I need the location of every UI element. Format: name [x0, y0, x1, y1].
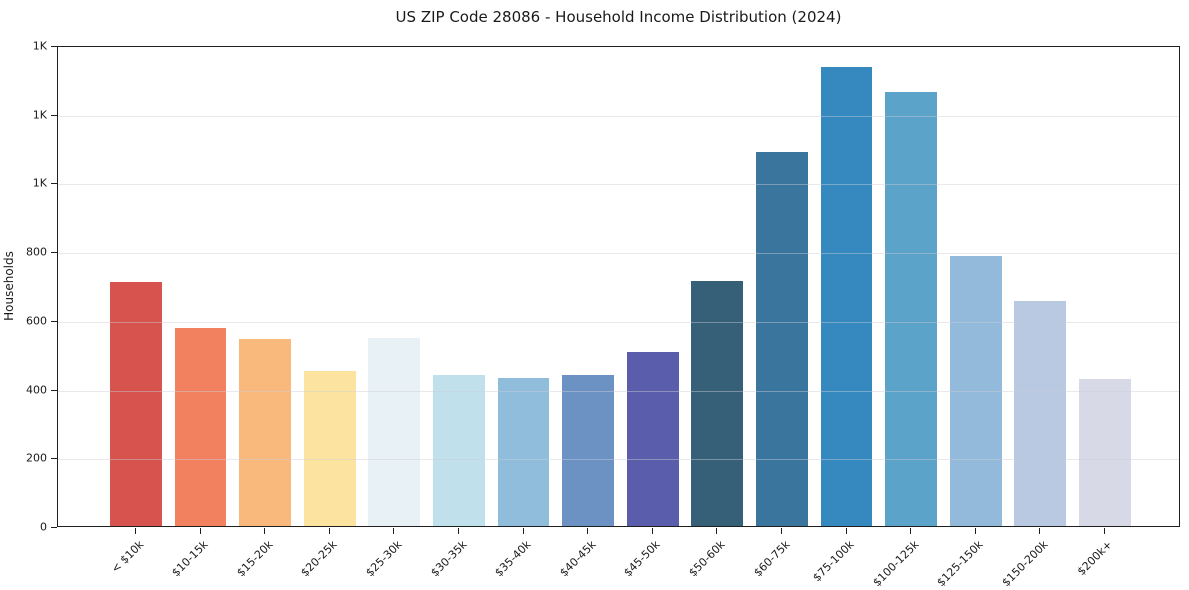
x-tick-mark	[910, 528, 912, 534]
x-tick-mark	[393, 528, 395, 534]
y-axis-label: Households	[2, 251, 16, 321]
y-tick-label: 1K	[32, 108, 47, 122]
bar-$75-100k	[820, 67, 873, 526]
gridline-1000	[58, 184, 1179, 186]
x-tick-mark	[457, 528, 459, 534]
bar-$15-20k	[239, 338, 291, 526]
bar-$30-35k	[433, 374, 485, 526]
y-tick-mark	[51, 320, 57, 322]
x-tick-mark	[522, 528, 524, 534]
x-tick-label: $25-30k	[363, 538, 405, 580]
x-tick-mark	[328, 528, 330, 534]
bar-$35-40k	[497, 377, 550, 526]
y-tick-mark	[51, 527, 57, 528]
x-tick-label: $10-15k	[169, 538, 211, 580]
x-tick-label: < $10k	[108, 538, 147, 576]
x-tick-label: $30-35k	[427, 538, 470, 580]
x-tick-label: $20-25k	[298, 538, 340, 580]
x-tick-mark	[1039, 528, 1041, 534]
y-tick-mark	[51, 458, 57, 460]
x-tick-label: $40-45k	[557, 538, 599, 580]
y-tick-label: 800	[26, 245, 47, 259]
x-tick-mark	[1103, 528, 1105, 534]
bar-< $10k	[110, 282, 162, 526]
bar-$150-200k	[1014, 300, 1067, 526]
chart-title: US ZIP Code 28086 - Household Income Dis…	[395, 8, 842, 26]
gridline-600	[58, 321, 1179, 323]
gridline-1200	[58, 115, 1179, 117]
bar-$40-45k	[562, 374, 614, 526]
bar-$45-50k	[626, 351, 679, 526]
x-tick-label: $125-150k	[934, 538, 986, 590]
y-tick-label: 0	[40, 520, 47, 534]
y-tick-label: 200	[26, 451, 47, 465]
y-tick-mark	[51, 252, 57, 254]
x-tick-label: $35-40k	[492, 538, 534, 580]
x-tick-label: $200k+	[1075, 538, 1116, 579]
x-tick-label: $50-60k	[686, 538, 728, 580]
x-tick-label: $150-200k	[999, 538, 1051, 590]
y-tick-label: 600	[26, 314, 47, 328]
x-tick-label: $60-75k	[750, 538, 793, 580]
x-tick-label: $45-50k	[621, 538, 663, 580]
x-tick-mark	[845, 528, 847, 534]
y-tick-mark	[51, 389, 57, 391]
y-tick-label: 1K	[32, 39, 47, 53]
x-tick-mark	[264, 528, 266, 534]
y-tick-label: 400	[26, 383, 47, 397]
bar-$100-125k	[885, 92, 937, 526]
x-tick-label: $15-20k	[234, 538, 276, 580]
bar-$125-150k	[949, 256, 1002, 526]
bar-$10-15k	[174, 328, 227, 526]
bar-$25-30k	[368, 337, 421, 526]
bar-$20-25k	[303, 371, 356, 526]
x-tick-label: $75-100k	[810, 538, 857, 585]
x-tick-mark	[199, 528, 201, 534]
x-tick-label: $100-125k	[870, 538, 922, 590]
y-tick-mark	[51, 183, 57, 185]
bar-$200k+	[1079, 378, 1131, 526]
gridline-800	[58, 253, 1179, 255]
x-tick-mark	[134, 528, 136, 534]
bar-$60-75k	[756, 151, 808, 526]
y-tick-mark	[51, 114, 57, 116]
y-tick-label: 1K	[32, 176, 47, 190]
bar-$50-60k	[691, 281, 744, 526]
x-tick-mark	[716, 528, 718, 534]
x-tick-mark	[587, 528, 589, 534]
plot-area	[57, 46, 1180, 527]
x-tick-mark	[974, 528, 976, 534]
y-tick-mark	[51, 46, 57, 47]
x-tick-mark	[780, 528, 782, 534]
x-tick-mark	[651, 528, 653, 534]
